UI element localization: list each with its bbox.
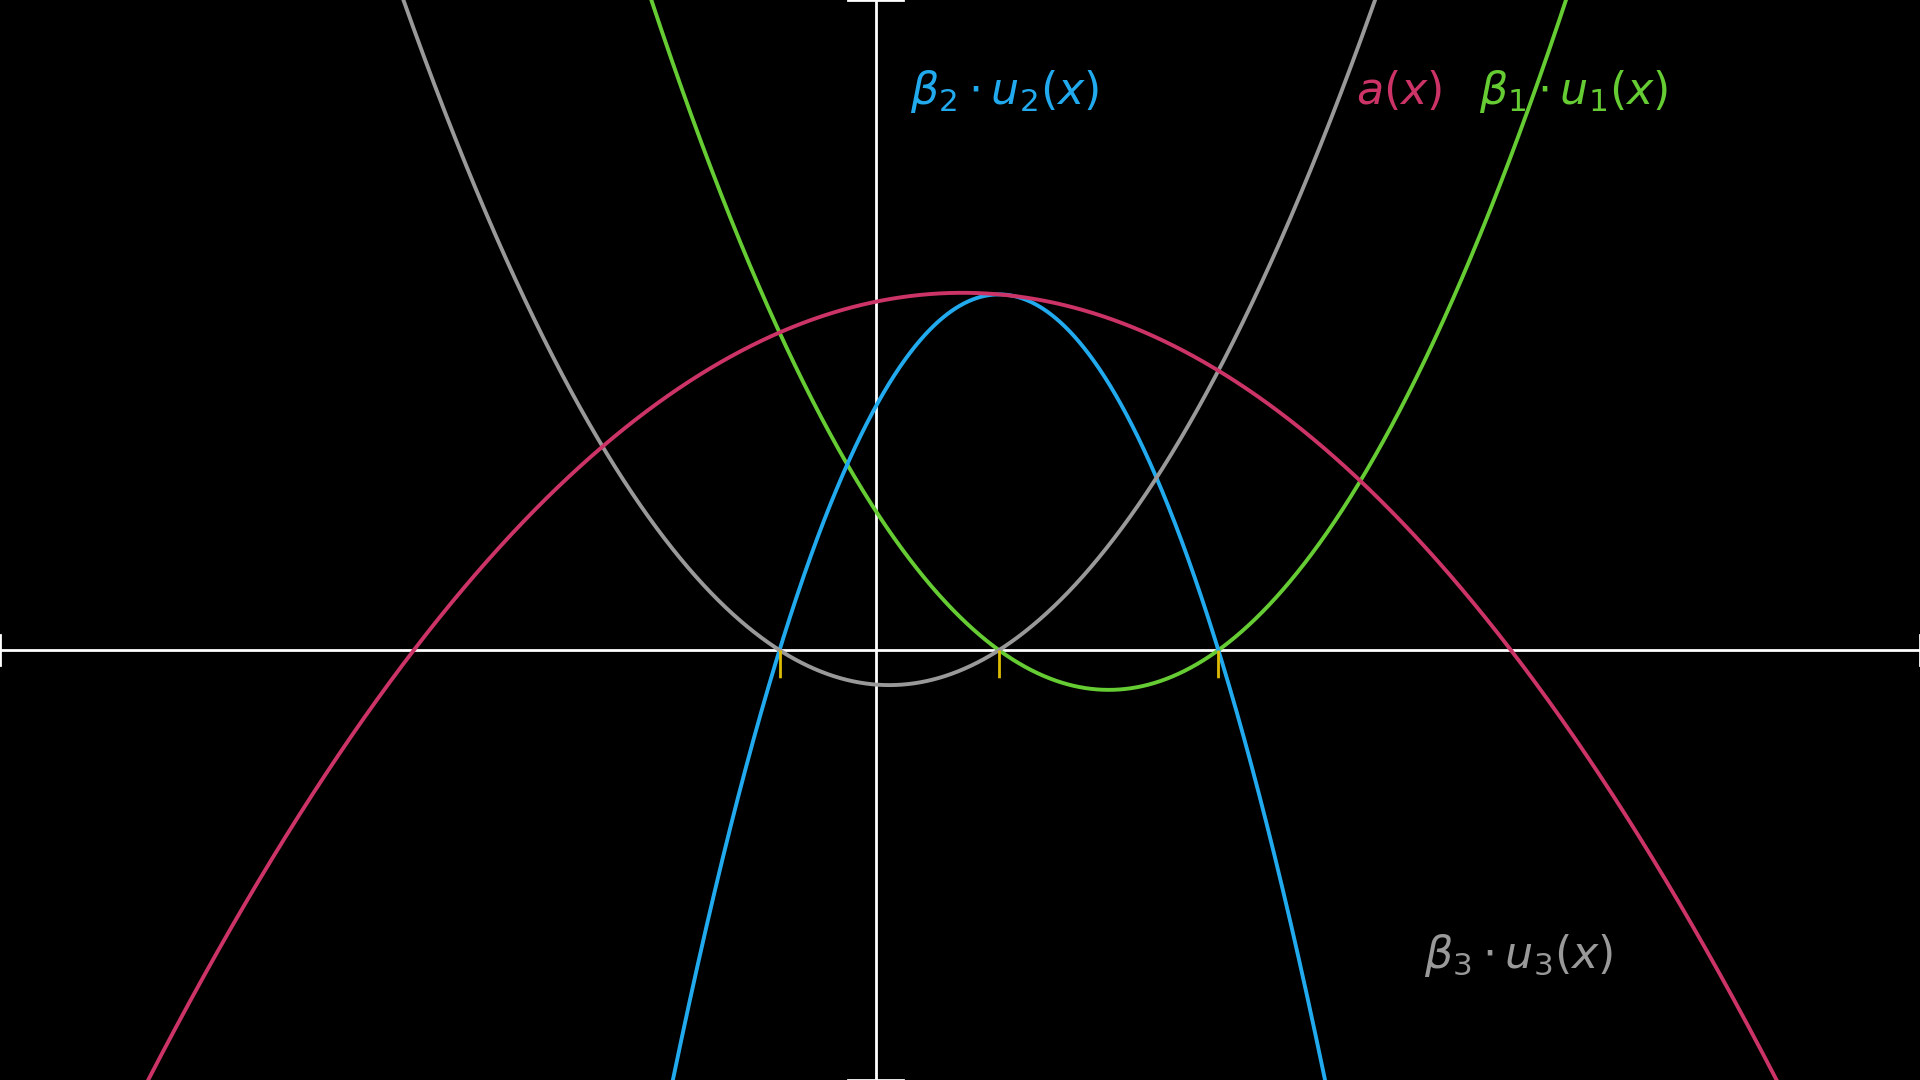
Text: $a(x)$: $a(x)$ (1356, 69, 1442, 112)
Text: $\beta_3 \cdot u_3(x)$: $\beta_3 \cdot u_3(x)$ (1425, 932, 1613, 978)
Text: $\beta_2 \cdot u_2(x)$: $\beta_2 \cdot u_2(x)$ (910, 68, 1098, 114)
Text: $\beta_1 \cdot u_1(x)$: $\beta_1 \cdot u_1(x)$ (1478, 68, 1668, 114)
